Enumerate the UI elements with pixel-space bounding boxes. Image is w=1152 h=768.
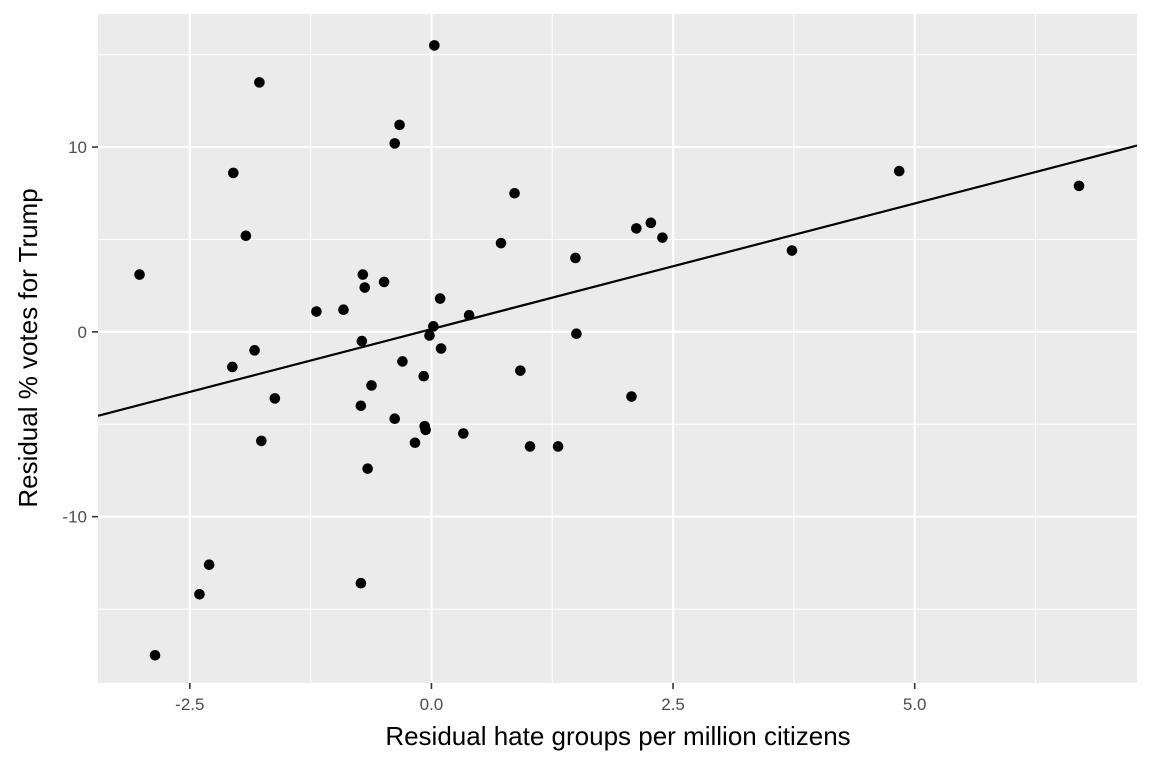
data-point: [458, 428, 469, 439]
x-tick-label: 0.0: [420, 695, 444, 714]
data-point: [463, 309, 475, 321]
data-point: [786, 245, 798, 256]
data-point: [570, 252, 581, 264]
data-point: [227, 361, 238, 373]
data-point: [256, 435, 267, 447]
data-point: [203, 559, 215, 571]
data-point: [626, 391, 637, 402]
data-point: [645, 217, 657, 229]
regression-line: [97, 144, 1138, 417]
x-axis-title: Residual hate groups per million citizen…: [385, 721, 850, 751]
data-point: [240, 230, 252, 242]
x-tick-label: 5.0: [903, 695, 927, 714]
x-tick-label: -2.5: [175, 695, 204, 714]
fit-line-group: [97, 144, 1138, 417]
data-point: [429, 40, 440, 51]
data-point: [394, 119, 405, 131]
data-point: [254, 77, 265, 88]
data-point: [357, 269, 369, 280]
data-point: [359, 282, 371, 293]
x-axis: -2.5 0.0 2.5 5.0: [175, 683, 927, 714]
x-tick-label: 2.5: [661, 695, 685, 714]
data-point: [149, 649, 161, 661]
data-point: [228, 167, 239, 179]
data-point: [355, 400, 367, 412]
data-point: [428, 321, 439, 332]
data-point: [249, 345, 260, 356]
data-points: [134, 40, 1085, 661]
data-point: [338, 304, 349, 315]
data-point: [389, 413, 401, 425]
major-gridlines: [98, 14, 1137, 683]
data-point: [1073, 180, 1085, 192]
data-point: [424, 330, 435, 341]
data-point: [524, 441, 536, 452]
data-point: [311, 306, 322, 317]
plot-panel: [98, 14, 1137, 683]
data-point: [418, 370, 430, 382]
data-point: [571, 328, 582, 340]
data-point: [409, 437, 421, 449]
data-point: [631, 223, 642, 234]
data-point: [194, 588, 205, 600]
data-point: [269, 393, 281, 404]
data-point: [509, 187, 520, 199]
data-point: [515, 365, 526, 376]
data-point: [366, 380, 377, 391]
y-tick-label: 10: [68, 138, 87, 157]
data-point: [434, 293, 446, 304]
y-axis-title: Residual % votes for Trump: [13, 188, 43, 507]
data-point: [495, 237, 507, 249]
data-point: [657, 232, 668, 243]
data-point: [378, 276, 390, 288]
data-point: [362, 463, 373, 474]
y-tick-label: -10: [62, 508, 87, 527]
data-point: [552, 441, 564, 452]
data-point: [435, 343, 447, 354]
data-point: [420, 424, 431, 436]
y-tick-label: 0: [78, 323, 87, 342]
data-point: [355, 577, 367, 589]
data-point: [389, 138, 401, 149]
data-point: [397, 356, 408, 367]
y-axis: -10 0 10: [62, 138, 98, 527]
data-point: [134, 269, 145, 280]
minor-gridlines: [98, 14, 1137, 683]
data-point: [356, 335, 368, 347]
data-point: [893, 165, 905, 177]
